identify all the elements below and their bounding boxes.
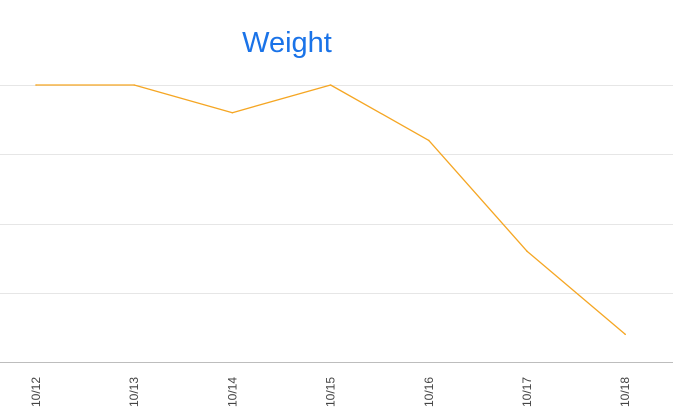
series-line (36, 84, 626, 335)
data-point-10-17 (526, 250, 528, 252)
x-tick-label: 10/14 (225, 377, 239, 407)
data-point-10-12 (35, 84, 37, 86)
data-point-10-16 (428, 139, 430, 142)
data-point-10-14 (231, 111, 234, 114)
x-tick-label: 10/12 (29, 377, 43, 407)
series-layer (35, 84, 626, 336)
x-tick-label: 10/17 (520, 377, 534, 407)
gridlines (0, 85, 673, 363)
x-tick-label: 10/13 (127, 377, 141, 407)
data-point-10-13 (133, 84, 135, 86)
x-tick-label: 10/15 (324, 377, 338, 407)
chart-title: Weight (242, 27, 332, 59)
x-axis-tick-labels: 10/12 10/13 10/14 10/15 10/16 10/17 10/18 (29, 377, 632, 407)
x-tick-label: 10/18 (618, 377, 632, 407)
data-point-10-18 (624, 333, 626, 336)
x-tick-label: 10/16 (422, 377, 436, 407)
data-point-10-15 (329, 84, 332, 86)
